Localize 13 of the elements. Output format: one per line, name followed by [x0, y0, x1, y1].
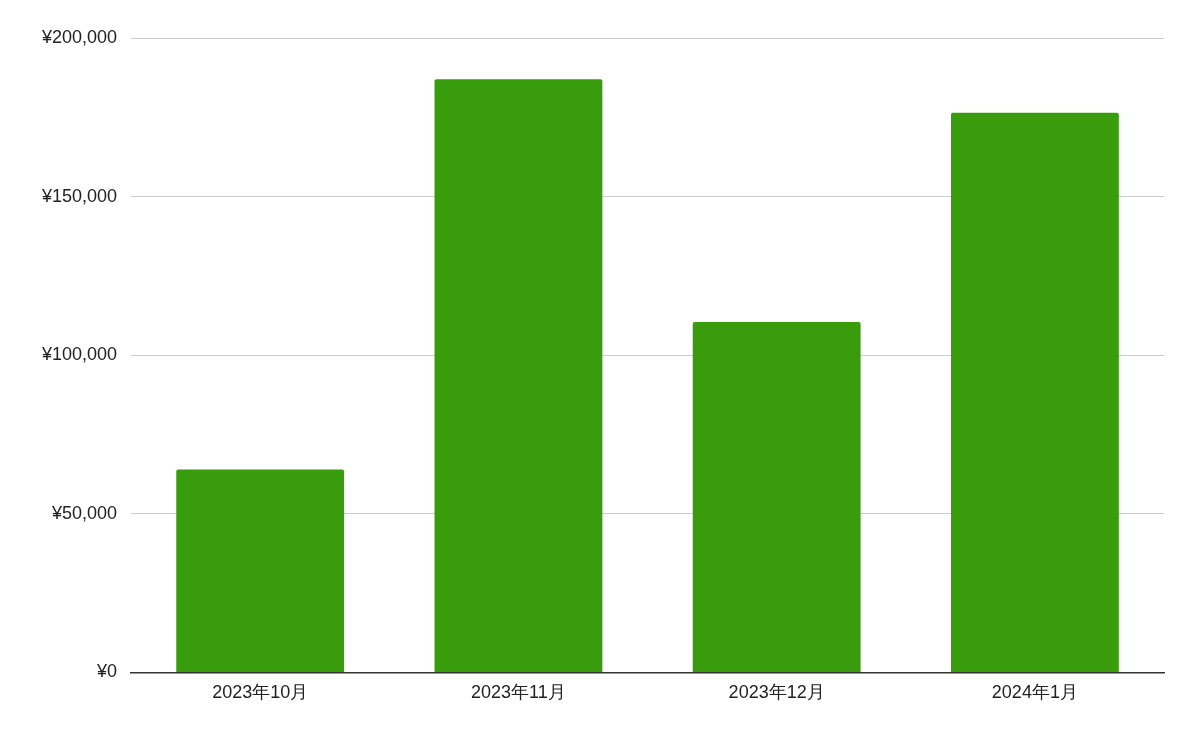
bar — [950, 112, 1119, 672]
y-tick-label: ¥50,000 — [51, 502, 118, 523]
bar — [692, 321, 861, 672]
x-tick-label: 2023年11月 — [471, 682, 566, 703]
y-tick-label: ¥0 — [96, 661, 118, 682]
y-tick-label: ¥200,000 — [41, 26, 118, 47]
y-tick-label: ¥100,000 — [41, 344, 118, 365]
x-tick-label: 2023年12月 — [728, 682, 825, 703]
bar — [434, 79, 603, 672]
x-tick-label: 2023年10月 — [212, 682, 309, 703]
x-tick-label: 2024年1月 — [991, 682, 1078, 703]
y-tick-label: ¥150,000 — [41, 185, 118, 206]
bar — [176, 469, 345, 672]
